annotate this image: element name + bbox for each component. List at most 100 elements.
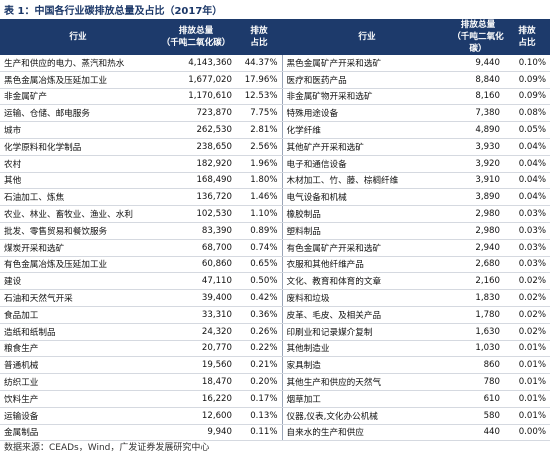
emission-cell: 9,440 — [452, 55, 504, 72]
industry-cell: 石油加工、炼焦 — [0, 188, 156, 207]
share-cell: 0.09% — [504, 88, 550, 106]
industry-cell: 非金属矿物开采和选矿 — [281, 88, 452, 106]
emission-cell: 16,220 — [156, 390, 236, 408]
share-cell: 1.80% — [236, 172, 282, 190]
emission-cell: 102,530 — [156, 205, 236, 223]
table-row: 批发、零售贸易和餐饮服务 83,390 0.89% 塑料制品 2,980 0.03% — [0, 222, 550, 240]
emission-cell: 2,680 — [452, 256, 504, 274]
emission-cell: 3,890 — [452, 188, 504, 207]
industry-cell: 电气设备和机械 — [281, 188, 452, 207]
industry-cell: 烟草加工 — [281, 390, 452, 408]
emission-cell: 3,910 — [452, 172, 504, 190]
table-row: 粮食生产 20,770 0.22% 其他制造业 1,030 0.01% — [0, 340, 550, 358]
share-cell: 0.09% — [504, 71, 550, 89]
industry-cell: 其他矿产开采和选矿 — [281, 138, 452, 156]
emission-cell: 8,160 — [452, 88, 504, 106]
emission-cell: 182,920 — [156, 155, 236, 173]
table-row: 建设 47,110 0.50% 文化、教育和体育的文章 2,160 0.02% — [0, 272, 550, 291]
share-cell: 0.21% — [236, 356, 282, 375]
industry-cell: 衣服和其他纤维产品 — [281, 256, 452, 274]
header-cell: 行业 — [282, 19, 452, 55]
table-row: 食品加工 33,310 0.36% 皮革、毛皮、及相关产品 1,780 0.02% — [0, 306, 550, 324]
emission-cell: 1,677,020 — [156, 71, 236, 89]
header-row: 行业 排放总量 （千吨二氧化碳） 排放 占比 行业 排放总量 （千吨二氧化碳） 排放 占比 — [0, 19, 550, 55]
share-cell: 0.02% — [504, 289, 550, 307]
emission-cell: 33,310 — [156, 306, 236, 324]
industry-cell: 造纸和纸制品 — [0, 323, 156, 341]
industry-cell: 食品加工 — [0, 306, 156, 324]
emission-cell: 12,600 — [156, 407, 236, 425]
header-cell: 排放 占比 — [236, 19, 282, 55]
emission-cell: 4,890 — [452, 121, 504, 139]
table-title: 表 1：中国各行业碳排放总量及占比（2017年） — [4, 6, 223, 17]
share-cell: 0.04% — [504, 188, 550, 207]
share-cell: 0.00% — [504, 424, 550, 442]
industry-cell: 废料和垃圾 — [281, 289, 452, 307]
table-row: 有色金属冶炼及压延加工业 60,860 0.65% 衣服和其他纤维产品 2,680 0.0… — [0, 256, 550, 274]
share-cell: 1.10% — [236, 205, 282, 223]
industry-cell: 批发、零售贸易和餐饮服务 — [0, 222, 156, 240]
table-row: 纺织工业 18,470 0.20% 其他生产和供应的天然气 780 0.01% — [0, 373, 550, 391]
industry-cell: 有色金属矿产开采和选矿 — [281, 239, 452, 257]
industry-cell: 其他 — [0, 172, 156, 190]
share-cell: 0.42% — [236, 289, 282, 307]
emission-cell: 24,320 — [156, 323, 236, 341]
table-row: 石油和天然气开采 39,400 0.42% 废料和垃圾 1,830 0.02% — [0, 289, 550, 307]
share-cell: 0.26% — [236, 323, 282, 341]
industry-cell: 其他生产和供应的天然气 — [281, 373, 452, 391]
industry-cell: 有色金属冶炼及压延加工业 — [0, 256, 156, 274]
share-cell: 0.03% — [504, 256, 550, 274]
industry-cell: 运输、仓储、邮电服务 — [0, 104, 156, 123]
industry-cell: 普通机械 — [0, 356, 156, 375]
emission-cell: 1,170,610 — [156, 88, 236, 106]
share-cell: 0.74% — [236, 239, 282, 257]
share-cell: 0.17% — [236, 390, 282, 408]
header-cell: 行业 — [0, 19, 156, 55]
emission-cell: 1,030 — [452, 340, 504, 358]
share-cell: 0.04% — [504, 155, 550, 173]
industry-cell: 印刷业和记录媒介复制 — [281, 323, 452, 341]
share-cell: 0.65% — [236, 256, 282, 274]
industry-cell: 其他制造业 — [281, 340, 452, 358]
share-cell: 0.03% — [504, 222, 550, 240]
share-cell: 1.46% — [236, 188, 282, 207]
emission-cell: 262,530 — [156, 121, 236, 139]
share-cell: 1.96% — [236, 155, 282, 173]
share-cell: 0.01% — [504, 356, 550, 375]
emission-cell: 723,870 — [156, 104, 236, 123]
table-row: 化学原料和化学制品 238,650 2.56% 其他矿产开采和选矿 3,930 0.04% — [0, 138, 550, 156]
industry-cell: 金属制品 — [0, 424, 156, 442]
share-cell: 0.08% — [504, 104, 550, 123]
share-cell: 12.53% — [236, 88, 282, 106]
emission-cell: 1,780 — [452, 306, 504, 324]
industry-cell: 农业、林业、畜牧业、渔业、水利 — [0, 205, 156, 223]
table-row: 黑色金属冶炼及压延加工业 1,677,020 17.96% 医疗和医药产品 8,840 0… — [0, 71, 550, 89]
industry-cell: 黑色金属冶炼及压延加工业 — [0, 71, 156, 89]
emission-cell: 9,940 — [156, 424, 236, 442]
emission-cell: 7,380 — [452, 104, 504, 123]
industry-cell: 电子和通信设备 — [281, 155, 452, 173]
emission-cell: 440 — [452, 424, 504, 442]
emission-cell: 20,770 — [156, 340, 236, 358]
table-row: 其他 168,490 1.80% 木材加工、竹、藤、棕榈纤维 3,910 0.04% — [0, 172, 550, 190]
emission-cell: 8,840 — [452, 71, 504, 89]
share-cell: 0.04% — [504, 138, 550, 156]
share-cell: 7.75% — [236, 104, 282, 123]
header-cell: 排放总量 （千吨二氧化碳） — [452, 19, 504, 55]
table-row: 生产和供应的电力、蒸汽和热水 4,143,360 44.37% 黑色金属矿产开采和选矿… — [0, 55, 550, 72]
emission-cell: 3,920 — [452, 155, 504, 173]
industry-cell: 石油和天然气开采 — [0, 289, 156, 307]
share-cell: 2.81% — [236, 121, 282, 139]
industry-cell: 化学原料和化学制品 — [0, 138, 156, 156]
table-row: 煤炭开采和选矿 68,700 0.74% 有色金属矿产开采和选矿 2,940 0.03% — [0, 239, 550, 257]
table-row: 运输设备 12,600 0.13% 仪器,仪表,文化办公机械 580 0.01% — [0, 407, 550, 425]
industry-cell: 化学纤维 — [281, 121, 452, 139]
industry-cell: 特殊用途设备 — [281, 104, 452, 123]
industry-cell: 农村 — [0, 155, 156, 173]
table-row: 饮料生产 16,220 0.17% 烟草加工 610 0.01% — [0, 390, 550, 408]
share-cell: 0.01% — [504, 390, 550, 408]
emission-cell: 1,630 — [452, 323, 504, 341]
table-row: 农业、林业、畜牧业、渔业、水利 102,530 1.10% 橡胶制品 2,980 0.03… — [0, 205, 550, 223]
share-cell: 0.02% — [504, 323, 550, 341]
